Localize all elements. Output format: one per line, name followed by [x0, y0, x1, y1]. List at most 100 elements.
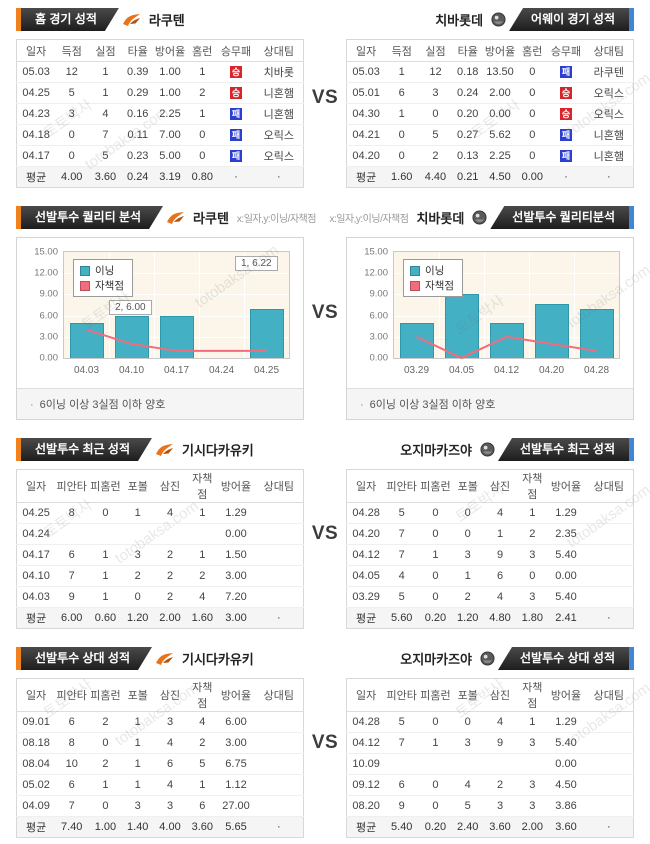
home-team-name: 라쿠텐	[148, 13, 185, 28]
table-cell: 5	[452, 795, 483, 817]
table-cell: 5	[385, 711, 419, 733]
table-row: 10.09 0.00	[346, 753, 634, 775]
gridline-horizontal	[64, 273, 289, 275]
table-cell: 0	[187, 145, 218, 167]
lose-badge: 패	[560, 66, 572, 78]
table-header-row: 일자 득점 실점 타율 방어율 홈런 승무패 상대팀	[16, 39, 304, 62]
table-cell: 1.12	[217, 774, 255, 796]
table-cell: 1	[88, 544, 123, 566]
gridline-horizontal	[394, 294, 619, 296]
table-cell: 0.18	[452, 61, 483, 83]
table-cell: 0	[517, 103, 548, 125]
table-row: 05.02 6 1 1 4 1 1.12	[16, 774, 304, 796]
table-cell: 3	[122, 544, 153, 566]
vs-label: VS	[311, 87, 339, 108]
table-cell: 0.11	[122, 124, 153, 146]
table-cell: 7	[385, 544, 419, 566]
average-row: 평균 5.40 0.20 2.40 3.60 2.00 3.60 ·	[346, 816, 634, 838]
table-row: 09.12 6 0 4 2 3 4.50	[346, 774, 634, 796]
table-cell: 3	[482, 795, 518, 817]
pitcher-quality-chart-card: 0.00 3.00 6.00 9.00 12.00 15.00 04.03 04.10 04.1…	[16, 237, 304, 420]
column-header: 득점	[55, 39, 89, 62]
table-cell: 4	[152, 732, 188, 754]
table-cell: 9	[385, 795, 419, 817]
chart-area: 0.00 3.00 6.00 9.00 12.00 15.00 03.29 04.05 04.1…	[347, 238, 633, 388]
average-row: 평균 7.40 1.00 1.40 4.00 3.60 5.65 ·	[16, 816, 304, 838]
lose-badge: 패	[230, 150, 242, 162]
table-cell: 09.12	[346, 774, 386, 796]
table-cell: 0	[55, 145, 89, 167]
column-header: 상대팀	[584, 678, 634, 712]
section-title-tab: 선발투수 최근 성적	[16, 438, 152, 461]
table-cell	[254, 732, 304, 754]
home-team-name: 기시다카유키	[182, 443, 254, 458]
table-cell	[584, 753, 634, 775]
legend-label: 이닝	[95, 265, 115, 277]
section-pitcher-quality: 선발투수 퀄리티 분석 라쿠텐 x:일자,y:이닝/자책점 0.00 3.00 6.00 9…	[0, 206, 650, 420]
chart-footnote: · 6이닝 이상 3실점 이하 양호	[17, 388, 303, 419]
column-header: 득점	[385, 39, 419, 62]
axis-legend-note: x:일자,y:이닝/자책점	[236, 214, 317, 225]
table-cell: 0	[418, 711, 453, 733]
table-cell: 3.86	[547, 795, 585, 817]
column-header: 실점	[418, 39, 453, 62]
table-cell: 평균	[346, 166, 386, 188]
table-cell: 1	[122, 774, 153, 796]
y-axis-tick-label: 9.00	[369, 288, 389, 300]
table-cell: 승	[547, 103, 585, 125]
table-cell: 04.28	[346, 711, 386, 733]
earned-runs-swatch-icon	[410, 280, 420, 291]
table-cell: 0	[517, 145, 548, 167]
table-cell: 4.40	[418, 166, 453, 188]
column-header: 자책점	[517, 469, 548, 503]
table-row: 04.12 7 1 3 9 3 5.40	[346, 544, 634, 566]
y-axis-tick-label: 3.00	[369, 331, 389, 343]
earned-runs-line	[64, 252, 289, 358]
table-cell: ·	[254, 607, 304, 629]
innings-bar	[249, 308, 284, 358]
table-cell: 0.13	[452, 145, 483, 167]
table-cell: 3	[452, 544, 483, 566]
table-cell: 08.04	[16, 753, 56, 775]
table-cell: 1	[517, 502, 548, 524]
section-title-tab: 선발투수 퀄리티 분석	[16, 206, 163, 229]
table-cell: 9	[55, 586, 89, 608]
x-axis-tick-label: 04.03	[73, 365, 100, 376]
table-cell: 04.23	[16, 103, 56, 125]
table-cell: 평균	[16, 607, 56, 629]
table-cell: 05.03	[16, 61, 56, 83]
table-row: 04.30 1 0 0.20 0.00 0 승 오릭스	[346, 103, 634, 125]
column-header: 피안타	[385, 678, 419, 712]
table-cell: 패	[547, 124, 585, 146]
table-cell: 니혼햄	[254, 103, 304, 125]
chart-plot: 0.00 3.00 6.00 9.00 12.00 15.00 03.29 04.05 04.1…	[364, 247, 620, 376]
table-cell	[418, 753, 453, 775]
table-cell: 4.00	[55, 166, 89, 188]
rakuten-eagles-logo-icon	[155, 443, 174, 457]
table-row: 04.28 5 0 0 4 1 1.29	[346, 711, 634, 733]
table-cell: 0.00	[547, 565, 585, 587]
table-cell: 0.29	[122, 82, 153, 104]
away-team-name: 오지마카즈야	[400, 443, 472, 458]
table-cell	[254, 565, 304, 587]
table-cell: 1.20	[122, 607, 153, 629]
stats-table: 일자 득점 실점 타율 방어율 홈런 승무패 상대팀 05.03 1 12 0.18 13.50 0 패 라쿠…	[346, 39, 634, 188]
y-axis-tick-label: 0.00	[369, 352, 389, 364]
table-header-row: 일자 피안타 피홈런 포볼 삼진 자책점 방어율 상대팀	[346, 678, 634, 712]
column-header: 삼진	[152, 469, 188, 503]
panel-header: 홈 경기 성적 라쿠텐	[16, 8, 304, 31]
table-cell: 08.20	[346, 795, 386, 817]
table-cell: 1	[418, 732, 453, 754]
table-row: 04.25 5 1 0.29 1.00 2 승 니혼햄	[16, 82, 304, 104]
gridline-vertical	[439, 252, 440, 358]
gridline-vertical	[199, 252, 200, 358]
rakuten-eagles-logo-icon	[155, 652, 174, 666]
column-header: 자책점	[187, 469, 218, 503]
table-cell: 1	[122, 753, 153, 775]
x-axis-tick-label: 04.24	[208, 365, 235, 376]
gridline-vertical	[484, 252, 485, 358]
table-cell	[254, 544, 304, 566]
section-title-tab: 선발투수 퀄리티분석	[490, 206, 634, 229]
table-cell: 09.01	[16, 711, 56, 733]
column-header: 피안타	[385, 469, 419, 503]
